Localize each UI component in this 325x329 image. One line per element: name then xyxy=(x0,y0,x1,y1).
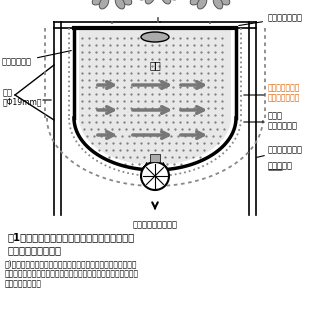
Text: 栽培槽: 栽培槽 xyxy=(268,111,283,120)
Ellipse shape xyxy=(92,0,104,5)
Ellipse shape xyxy=(161,0,171,4)
Ellipse shape xyxy=(197,0,207,9)
Text: 栽培装置の概略: 栽培装置の概略 xyxy=(8,245,62,255)
Circle shape xyxy=(141,162,169,190)
Text: のを使用した。: のを使用した。 xyxy=(5,279,42,288)
Ellipse shape xyxy=(115,0,125,9)
Ellipse shape xyxy=(213,0,223,9)
Text: 余剰水の回収・循環: 余剰水の回収・循環 xyxy=(133,220,177,229)
Polygon shape xyxy=(79,28,231,165)
Ellipse shape xyxy=(120,0,132,5)
Ellipse shape xyxy=(190,0,202,5)
Ellipse shape xyxy=(218,0,230,5)
Ellipse shape xyxy=(141,32,169,42)
Text: 送風ダクト: 送風ダクト xyxy=(268,161,293,170)
Text: 不繊布シート: 不繊布シート xyxy=(268,121,298,130)
Ellipse shape xyxy=(99,0,109,9)
Text: 気化潜熱による: 気化潜熱による xyxy=(268,83,300,92)
Text: （Φ19mm）: （Φ19mm） xyxy=(3,97,43,106)
Ellipse shape xyxy=(145,0,155,4)
Text: シルバーマルチ: シルバーマルチ xyxy=(239,13,303,26)
Text: 防水透湿シート: 防水透湿シート xyxy=(268,145,303,154)
Text: を利用した。培地はビートモスと籾殻くん炭を等重混合したも: を利用した。培地はビートモスと籾殻くん炭を等重混合したも xyxy=(5,269,139,278)
Text: 潅水チューブ: 潅水チューブ xyxy=(2,51,71,66)
Text: 培地: 培地 xyxy=(149,60,161,70)
Text: 鋼管: 鋼管 xyxy=(3,88,13,97)
Text: 培地の昇温抑制: 培地の昇温抑制 xyxy=(268,93,300,102)
FancyBboxPatch shape xyxy=(150,154,160,162)
Text: 図1　培地の昇温抑制機能を備えたイチゴ高設: 図1 培地の昇温抑制機能を備えたイチゴ高設 xyxy=(8,232,135,242)
Text: 注)ダクトへの送風は雨よけハウス内に既設の暖房機の送風機能: 注)ダクトへの送風は雨よけハウス内に既設の暖房機の送風機能 xyxy=(5,259,137,268)
